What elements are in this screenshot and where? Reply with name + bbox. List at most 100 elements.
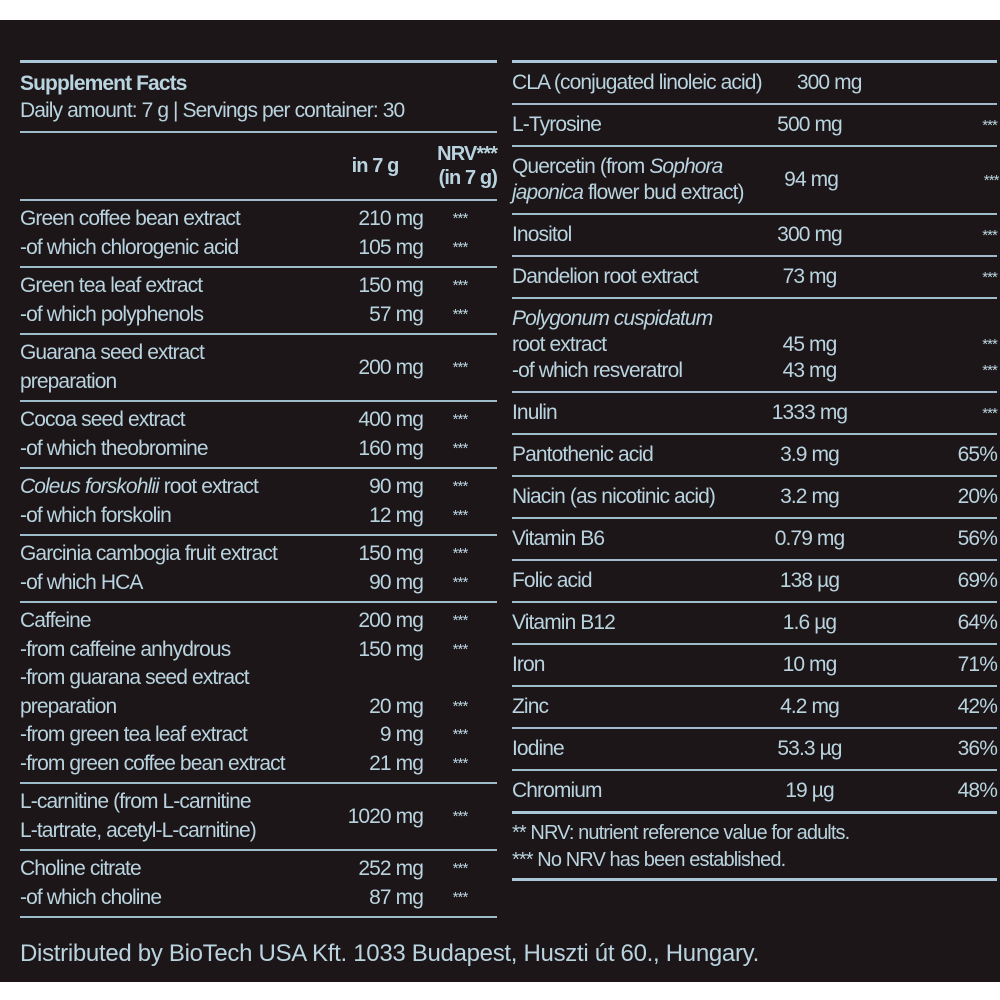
name-segment: flower bud extract) [583,181,745,204]
ingredient-name: Folic acid [512,568,742,594]
ingredient-names: Coleus forskohlii root extract 90 mg *** -o… [20,473,497,530]
ingredient-names: CLA (conjugated linoleic acid) [512,70,763,96]
ingredient-row: CLA (conjugated linoleic acid) 300 mg *** [512,63,997,103]
ingredient-names: Chromium [512,778,742,804]
amount: 0.79 mg [774,527,845,550]
amount: 1333 mg [771,401,848,424]
ingredient-names: Cocoa seed extract 400 mg *** -of which the… [20,406,497,463]
column-header: in 7 g NRV*** (in 7 g) [20,133,498,199]
name-segment: root extract [512,333,607,356]
divider [20,534,497,536]
ingredient-line: -of which theobromine 160 mg *** [20,435,497,464]
name-segment: Coleus forskohlii [20,475,160,498]
ingredient-line: -of which resveratrol 43 mg *** [512,358,998,384]
divider [20,400,497,402]
ingredient-names: Quercetin (from Sophora japonica flower b… [512,154,745,206]
name-segment: -of which HCA [20,570,143,594]
name-segment: Choline citrate [20,857,142,880]
ingredient-line: Folic acid [512,568,742,594]
label-title: Supplement Facts [20,72,187,95]
ingredient-line: Inulin [512,400,742,426]
name-segment: -from guarana seed extract [20,666,250,689]
divider [20,266,497,268]
ingredient-line: -of which HCA 90 mg *** [20,569,497,598]
divider [20,601,497,603]
divider [512,685,997,687]
amount: 3.2 mg [780,485,840,508]
ingredient-names: Vitamin B6 [512,526,742,552]
ingredient-line: japonica flower bud extract) [512,180,745,206]
nrv-value: *** [452,612,469,629]
ingredient-names: Folic acid [512,568,742,594]
ingredient-line: Niacin (as nicotinic acid) [512,484,742,510]
ingredient-row: Folic acid 138 µg 69% [512,561,998,601]
name-segment: -of which choline [20,885,162,909]
amount-cell: 19 µg 48% [742,778,998,804]
divider [512,391,997,393]
amount: 57 mg [369,302,424,326]
divider [512,517,997,519]
ingredient-row: Inulin 1333 mg *** [512,393,998,433]
name-segment: -from caffeine anhydrous [20,637,231,661]
divider [512,145,997,147]
amount: 19 µg [785,779,834,802]
nrv-value: *** [452,238,469,256]
divider [512,433,997,435]
divider [512,60,997,63]
nrv-value: *** [452,439,469,457]
name-segment: preparation [20,369,117,393]
ingredient-name: L-tartrate, acetyl-L-carnitine) [20,817,323,846]
nrv-value: *** [452,305,469,323]
divider [512,559,997,561]
name-segment: Folic acid [512,569,593,592]
amount-cell: 200 mg *** [323,339,497,396]
name-segment: -of which chlorogenic acid [20,235,239,259]
ingredient-line: -of which chlorogenic acid 105 mg *** [20,234,497,263]
nrv-value: *** [452,411,469,428]
divider [512,297,997,299]
amount [323,664,423,693]
ingredient-line: Caffeine 200 mg *** [20,607,497,636]
ingredient-name: Zinc [512,694,742,720]
divider [20,782,497,784]
nrv-value: *** [452,545,469,562]
amount: 400 mg [358,408,424,431]
amount: 21 mg [369,751,424,775]
name-segment: -from green coffee bean extract [20,751,286,775]
amount-cell: 0.79 mg 56% [742,526,998,552]
ingredient-name: Garcinia cambogia fruit extract [20,540,323,569]
nrv-value: *** [982,404,998,422]
ingredient-line: preparation [20,368,323,397]
ingredient-name: -of which forskolin [20,502,323,531]
nrv-value: *** [452,573,469,591]
amount: 160 mg [358,436,424,460]
ingredient-name: -of which HCA [20,569,323,598]
ingredient-line: Coleus forskohlii root extract 90 mg *** [20,473,497,502]
nrv-value: 20% [957,485,998,508]
nrv-value: *** [982,362,998,379]
name-segment: Cocoa seed extract [20,408,186,431]
nrv-value: *** [982,116,998,134]
ingredient-row: Chromium 19 µg 48% [512,771,998,811]
ingredient-name: Chromium [512,778,742,804]
ingredient-name: Niacin (as nicotinic acid) [512,484,742,510]
amount: 150 mg [358,542,424,565]
ingredient-row: Garcinia cambogia fruit extract 150 mg ***… [20,536,497,601]
name-segment: Vitamin B12 [512,611,616,634]
name-segment: Pantothenic acid [512,443,654,466]
amount: 94 mg [784,168,839,191]
ingredient-name: Quercetin (from Sophora [512,154,744,180]
ingredient-line: preparation 20 mg *** [20,693,497,722]
nrv-value: *** [452,640,469,658]
amount: 200 mg [358,355,424,379]
ingredient-row: Choline citrate 252 mg *** -of which cholin… [20,851,497,916]
name-segment: Caffeine [20,609,92,632]
nrv-value: *** [452,210,469,227]
ingredient-name: -of which resveratrol [512,358,742,384]
amount-column-header: in 7 g [351,154,400,177]
nrv-value: *** [452,506,469,524]
ingredient-line: -of which choline 87 mg *** [20,884,497,913]
nrv-value: *** [983,171,1000,189]
name-segment: Dandelion root extract [512,265,699,288]
ingredient-row: L-carnitine (from L-carnitine L-tartrate,… [20,784,497,849]
